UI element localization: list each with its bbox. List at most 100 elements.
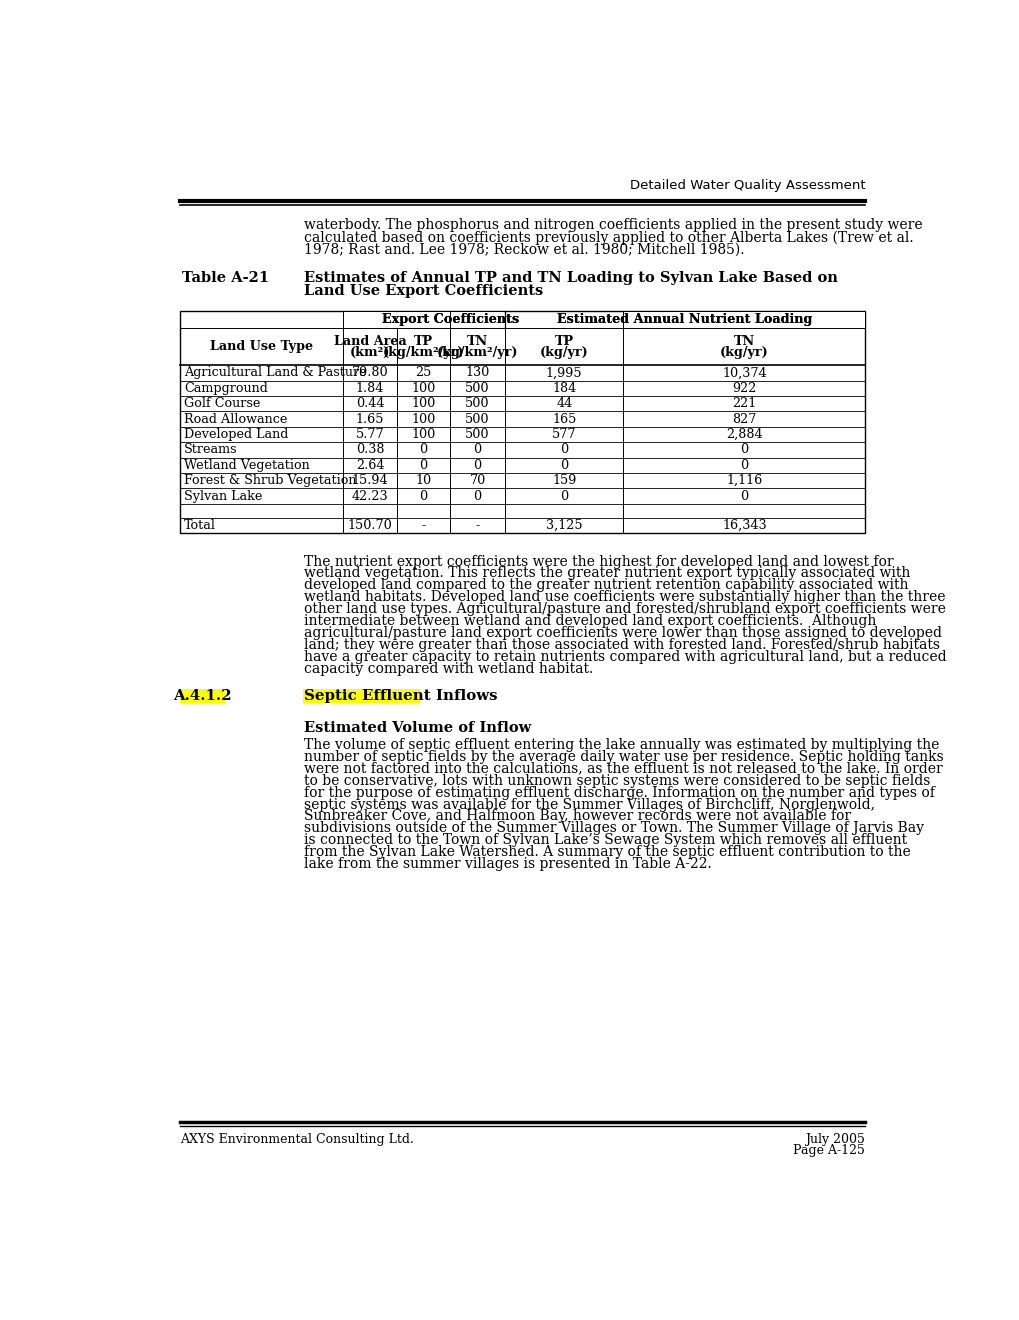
Text: wetland vegetation. This reflects the greater nutrient export typically associat: wetland vegetation. This reflects the gr… xyxy=(304,566,910,581)
Text: were not factored into the calculations, as the effluent is not released to the : were not factored into the calculations,… xyxy=(304,762,942,776)
Text: 0: 0 xyxy=(473,444,481,457)
Text: Land Use Export Coefficients: Land Use Export Coefficients xyxy=(304,284,543,298)
Text: 44: 44 xyxy=(555,397,572,411)
Text: 0.44: 0.44 xyxy=(356,397,384,411)
Text: 1978; Rast and. Lee 1978; Reckow et al. 1980; Mitchell 1985).: 1978; Rast and. Lee 1978; Reckow et al. … xyxy=(304,243,744,256)
Text: 577: 577 xyxy=(551,428,576,441)
Text: July 2005: July 2005 xyxy=(805,1133,864,1146)
Text: intermediate between wetland and developed land export coefficients.  Although: intermediate between wetland and develop… xyxy=(304,614,875,628)
Text: other land use types. Agricultural/pasture and forested/shrubland export coeffic: other land use types. Agricultural/pastu… xyxy=(304,602,946,616)
Bar xyxy=(624,312,864,327)
Text: (km²): (km²) xyxy=(350,346,390,359)
Text: 0: 0 xyxy=(419,490,427,503)
Text: Estimated Annual Nutrient Loading: Estimated Annual Nutrient Loading xyxy=(557,313,812,326)
Text: 3,125: 3,125 xyxy=(545,519,582,532)
Text: 10,374: 10,374 xyxy=(721,367,766,379)
Text: Estimated Volume of Inflow: Estimated Volume of Inflow xyxy=(304,721,531,735)
Text: (kg/km²/yr): (kg/km²/yr) xyxy=(382,346,464,359)
Text: have a greater capacity to retain nutrients compared with agricultural land, but: have a greater capacity to retain nutrie… xyxy=(304,649,946,664)
Text: waterbody. The phosphorus and nitrogen coefficients applied in the present study: waterbody. The phosphorus and nitrogen c… xyxy=(304,218,922,232)
Text: Land Area: Land Area xyxy=(333,335,406,347)
Text: 79.80: 79.80 xyxy=(352,367,388,379)
Text: TP: TP xyxy=(554,335,574,347)
Text: Export Coefficients: Export Coefficients xyxy=(382,313,519,326)
Text: 0: 0 xyxy=(740,490,748,503)
Text: Septic Effluent Inflows: Septic Effluent Inflows xyxy=(304,689,497,702)
Text: land; they were greater than those associated with forested land. Forested/shrub: land; they were greater than those assoc… xyxy=(304,638,940,652)
Text: for the purpose of estimating effluent discharge. Information on the number and : for the purpose of estimating effluent d… xyxy=(304,785,934,800)
Text: 0: 0 xyxy=(473,490,481,503)
Text: wetland habitats. Developed land use coefficients were substantially higher than: wetland habitats. Developed land use coe… xyxy=(304,590,945,605)
Text: Wetland Vegetation: Wetland Vegetation xyxy=(183,459,310,471)
Text: TN: TN xyxy=(467,335,488,347)
Text: Forest & Shrub Vegetation: Forest & Shrub Vegetation xyxy=(183,474,357,487)
Text: 1,116: 1,116 xyxy=(726,474,762,487)
Text: 2,884: 2,884 xyxy=(726,428,762,441)
Text: Export Coefficients: Export Coefficients xyxy=(382,313,519,326)
Text: Sunbreaker Cove, and Halfmoon Bay, however records were not available for: Sunbreaker Cove, and Halfmoon Bay, howev… xyxy=(304,809,851,824)
Text: 5.77: 5.77 xyxy=(356,428,384,441)
Text: 70: 70 xyxy=(469,474,485,487)
Text: septic systems was available for the Summer Villages of Birchcliff, Norglenwold,: septic systems was available for the Sum… xyxy=(304,797,874,812)
Text: 500: 500 xyxy=(465,413,489,425)
Text: agricultural/pasture land export coefficients were lower than those assigned to : agricultural/pasture land export coeffic… xyxy=(304,626,942,640)
Text: 500: 500 xyxy=(465,397,489,411)
Text: Road Allowance: Road Allowance xyxy=(183,413,287,425)
Text: 1.65: 1.65 xyxy=(356,413,384,425)
Text: Streams: Streams xyxy=(183,444,237,457)
Text: 0: 0 xyxy=(473,459,481,471)
Text: 1,995: 1,995 xyxy=(545,367,582,379)
Text: Golf Course: Golf Course xyxy=(183,397,260,411)
Bar xyxy=(343,312,395,327)
Text: The nutrient export coefficients were the highest for developed land and lowest : The nutrient export coefficients were th… xyxy=(304,554,893,569)
Text: subdivisions outside of the Summer Villages or Town. The Summer Village of Jarvi: subdivisions outside of the Summer Villa… xyxy=(304,821,923,836)
Text: 500: 500 xyxy=(465,381,489,395)
Text: (kg/yr): (kg/yr) xyxy=(539,346,588,359)
Text: 0: 0 xyxy=(740,459,748,471)
Text: Page A-125: Page A-125 xyxy=(793,1144,864,1158)
Text: 0: 0 xyxy=(419,444,427,457)
Text: -: - xyxy=(475,519,479,532)
Text: Table A-21: Table A-21 xyxy=(181,271,269,285)
Text: 150.70: 150.70 xyxy=(347,519,392,532)
Bar xyxy=(450,312,504,327)
Text: 0: 0 xyxy=(740,444,748,457)
Text: 10: 10 xyxy=(415,474,431,487)
Text: 25: 25 xyxy=(415,367,431,379)
Text: A.4.1.2: A.4.1.2 xyxy=(173,689,231,702)
Text: Total: Total xyxy=(183,519,216,532)
Text: Sylvan Lake: Sylvan Lake xyxy=(183,490,262,503)
Bar xyxy=(303,689,420,704)
Text: 100: 100 xyxy=(411,381,435,395)
Text: Campground: Campground xyxy=(183,381,268,395)
Text: developed land compared to the greater nutrient retention capability associated : developed land compared to the greater n… xyxy=(304,578,908,593)
Text: 0: 0 xyxy=(419,459,427,471)
Text: (kg/yr): (kg/yr) xyxy=(719,346,768,359)
Text: 165: 165 xyxy=(551,413,576,425)
Text: 159: 159 xyxy=(551,474,576,487)
Text: 2.64: 2.64 xyxy=(356,459,384,471)
Text: number of septic fields by the average daily water use per residence. Septic hol: number of septic fields by the average d… xyxy=(304,750,943,764)
Text: 100: 100 xyxy=(411,413,435,425)
Text: 42.23: 42.23 xyxy=(352,490,388,503)
Text: Land Use Type: Land Use Type xyxy=(210,341,313,354)
Text: 827: 827 xyxy=(732,413,756,425)
Text: Estimates of Annual TP and TN Loading to Sylvan Lake Based on: Estimates of Annual TP and TN Loading to… xyxy=(304,271,838,285)
Text: Estimated Annual Nutrient Loading: Estimated Annual Nutrient Loading xyxy=(557,313,812,326)
Text: (kg/km²/yr): (kg/km²/yr) xyxy=(436,346,518,359)
Text: 922: 922 xyxy=(732,381,756,395)
Text: TN: TN xyxy=(733,335,754,347)
Text: is connected to the Town of Sylvan Lake’s Sewage System which removes all efflue: is connected to the Town of Sylvan Lake’… xyxy=(304,833,907,847)
Text: 0: 0 xyxy=(559,459,568,471)
Text: 100: 100 xyxy=(411,428,435,441)
Text: Developed Land: Developed Land xyxy=(183,428,288,441)
Text: to be conservative, lots with unknown septic systems were considered to be septi: to be conservative, lots with unknown se… xyxy=(304,774,929,788)
Text: 15.94: 15.94 xyxy=(352,474,388,487)
Text: 100: 100 xyxy=(411,397,435,411)
Text: from the Sylvan Lake Watershed. A summary of the septic effluent contribution to: from the Sylvan Lake Watershed. A summar… xyxy=(304,845,910,859)
Text: TP: TP xyxy=(414,335,432,347)
Text: 130: 130 xyxy=(465,367,489,379)
Bar xyxy=(396,312,449,327)
Text: lake from the summer villages is presented in Table A-22.: lake from the summer villages is present… xyxy=(304,857,711,871)
Text: 0: 0 xyxy=(559,490,568,503)
